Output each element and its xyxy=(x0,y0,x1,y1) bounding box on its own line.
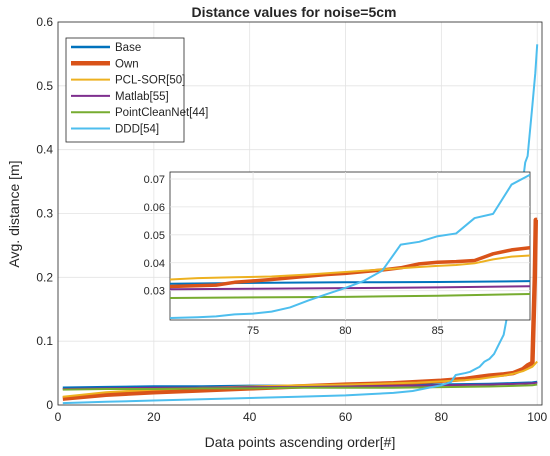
legend-label-pointcleannet-44: PointCleanNet[44] xyxy=(115,107,208,119)
main-tick-labels: 0 20 40 60 80 100 0 0.1 0.2 0.3 0.4 0.5 0.6 xyxy=(36,15,547,424)
main-line-matlab-55 xyxy=(62,381,538,391)
inset-line-ddd-54 xyxy=(170,173,530,320)
legend-label-matlab-55: Matlab[55] xyxy=(115,91,169,103)
main-y-tick-label: 0.4 xyxy=(36,143,53,157)
legend: Base Own PCL-SOR[50] Matlab[55] PointCleanNe… xyxy=(65,37,208,143)
legend-label-base: Base xyxy=(115,42,141,54)
inset-tick-labels: 75 80 85 0.03 0.04 0.05 0.06 0.07 xyxy=(144,174,444,337)
inset-series-lines xyxy=(170,173,530,320)
legend-label-ddd-54: DDD[54] xyxy=(115,124,159,136)
inset-line-pcl-sor-50 xyxy=(170,254,530,281)
inset-y-tick-label: 0.07 xyxy=(144,174,165,186)
main-y-tick-label: 0 xyxy=(46,398,53,412)
inset-y-tick-label: 0.06 xyxy=(144,202,165,214)
legend-label-pcl-sor-50: PCL-SOR[50] xyxy=(115,75,185,87)
chart-title: Distance values for noise=5cm xyxy=(191,4,396,20)
main-x-tick-label: 0 xyxy=(55,410,62,424)
inset-line-pointcleannet-44 xyxy=(170,293,530,299)
main-plot-frame xyxy=(57,21,543,406)
main-line-pcl-sor-50 xyxy=(62,360,538,398)
legend-label-own: Own xyxy=(115,58,139,70)
main-x-tick-label: 80 xyxy=(435,410,449,424)
inset-grid xyxy=(170,172,530,320)
main-y-tick-label: 0.1 xyxy=(36,334,53,348)
main-y-tick-label: 0.3 xyxy=(36,207,53,221)
main-line-pointcleannet-44 xyxy=(62,383,538,391)
y-axis-label: Avg. distance [m] xyxy=(6,160,22,267)
main-x-tick-label: 60 xyxy=(339,410,353,424)
main-x-tick-label: 20 xyxy=(147,410,161,424)
inset-y-tick-label: 0.03 xyxy=(144,286,165,298)
main-x-tick-label: 100 xyxy=(527,410,547,424)
legend-box xyxy=(65,37,185,143)
main-y-tick-label: 0.6 xyxy=(36,15,53,29)
inset-x-tick-label: 75 xyxy=(247,325,259,337)
main-y-tick-label: 0.2 xyxy=(36,270,53,284)
inset-zoom: 75 80 85 0.03 0.04 0.05 0.06 0.07 xyxy=(144,171,531,337)
main-x-tick-label: 40 xyxy=(243,410,257,424)
inset-x-tick-label: 85 xyxy=(432,325,444,337)
inset-x-tick-label: 80 xyxy=(339,325,351,337)
x-axis-label: Data points ascending order[#] xyxy=(205,434,396,450)
inset-y-tick-label: 0.04 xyxy=(144,258,165,270)
inset-y-tick-label: 0.05 xyxy=(144,230,165,242)
main-y-tick-label: 0.5 xyxy=(36,79,53,93)
